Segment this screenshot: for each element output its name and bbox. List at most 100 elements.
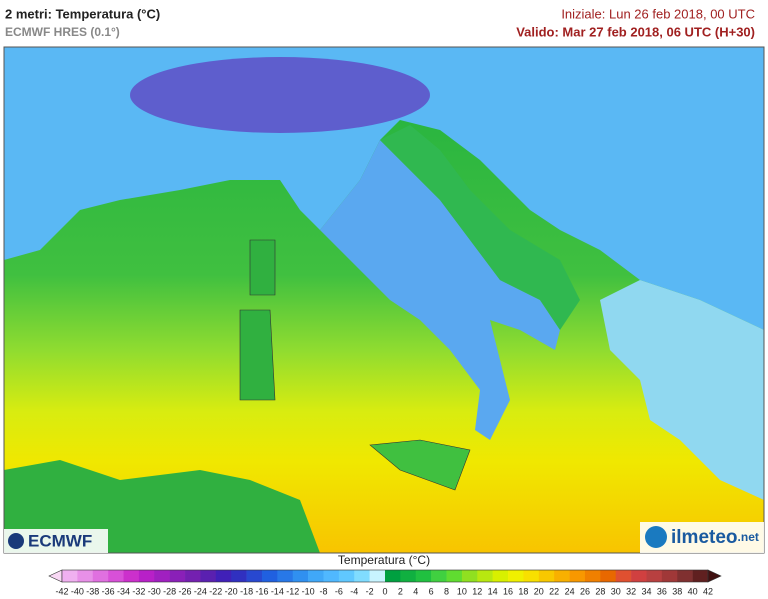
colorbar-tick-label: -6 xyxy=(335,586,343,596)
colorbar-tick-label: -16 xyxy=(255,586,268,596)
colorbar-tick-label: -26 xyxy=(179,586,192,596)
colorbar-tick-label: -30 xyxy=(148,586,161,596)
colorbar-tick-label: 30 xyxy=(611,586,621,596)
colorbar-tick-label: 0 xyxy=(382,586,387,596)
color-swatch xyxy=(338,570,355,582)
colorbar-tick-label: 22 xyxy=(549,586,559,596)
colorbar-tick-label: -14 xyxy=(271,586,284,596)
color-swatch xyxy=(138,570,155,582)
colorbar-tick-label: -28 xyxy=(163,586,176,596)
valid-time: Valido: Mar 27 feb 2018, 06 UTC (H+30) xyxy=(516,24,755,39)
color-swatch xyxy=(538,570,555,582)
alps xyxy=(130,57,430,133)
colorbar-tick-label: -42 xyxy=(55,586,68,596)
colorbar-tick-label: -36 xyxy=(102,586,115,596)
color-swatch xyxy=(92,570,109,582)
color-swatch xyxy=(169,570,186,582)
color-swatch xyxy=(584,570,601,582)
colorbar-tick-label: 4 xyxy=(413,586,418,596)
color-swatch xyxy=(492,570,509,582)
color-swatch xyxy=(477,570,493,582)
color-swatch xyxy=(631,570,647,582)
colorbar-tick-label: 14 xyxy=(488,586,498,596)
color-swatch xyxy=(661,570,678,582)
legend-title: Temperatura (°C) xyxy=(338,553,430,567)
sardinia xyxy=(239,309,276,401)
color-swatch xyxy=(508,570,524,582)
colorbar-tick-label: -34 xyxy=(117,586,130,596)
sicily xyxy=(369,439,471,491)
colorbar-tick-label: 34 xyxy=(641,586,651,596)
colorbar-tick-label: 10 xyxy=(457,586,467,596)
logo-suffix: .net xyxy=(738,530,759,544)
colorbar-tick-label: -18 xyxy=(240,586,253,596)
title: 2 metri: Temperatura (°C) xyxy=(5,6,160,21)
colorbar-tick-label: 16 xyxy=(503,586,513,596)
color-swatch xyxy=(123,570,140,582)
color-swatch xyxy=(77,570,94,582)
colorbar-over xyxy=(707,569,722,583)
colorbar-tick-label: -20 xyxy=(225,586,238,596)
color-swatch xyxy=(400,570,417,582)
color-swatch xyxy=(523,570,540,582)
color-swatch xyxy=(615,570,632,582)
color-swatch xyxy=(215,570,232,582)
color-swatch xyxy=(692,570,709,582)
map xyxy=(3,46,765,554)
colorbar-border xyxy=(61,569,709,583)
color-swatch xyxy=(431,570,447,582)
color-swatch xyxy=(185,570,201,582)
color-swatch xyxy=(354,570,370,582)
color-swatch xyxy=(569,570,586,582)
corsica xyxy=(249,239,276,296)
color-swatch xyxy=(385,570,401,582)
logo-text: ilmeteo.net xyxy=(671,527,759,548)
initial-time: Iniziale: Lun 26 feb 2018, 00 UTC xyxy=(561,6,755,21)
colorbar-tick-label: 38 xyxy=(672,586,682,596)
color-swatch xyxy=(415,570,432,582)
colorbar-tick-label: 36 xyxy=(657,586,667,596)
colorbar-tick-label: -10 xyxy=(302,586,315,596)
ecmwf-logo: ECMWF xyxy=(4,529,108,553)
logo-name: ilmeteo xyxy=(671,527,738,548)
colorbar-tick-label: -4 xyxy=(350,586,358,596)
colorbar-tick-label: -40 xyxy=(71,586,84,596)
logo-icon xyxy=(645,526,667,548)
logo-icon xyxy=(8,533,24,549)
colorbar-tick-label: 20 xyxy=(534,586,544,596)
colorbar-under xyxy=(48,569,63,583)
color-swatch xyxy=(461,570,478,582)
color-swatch xyxy=(62,570,78,582)
colorbar-tick-label: 28 xyxy=(595,586,605,596)
colorbar-tick-label: 6 xyxy=(429,586,434,596)
color-swatch xyxy=(231,570,247,582)
colorbar-tick-label: 42 xyxy=(703,586,713,596)
color-swatch xyxy=(277,570,294,582)
color-swatch xyxy=(446,570,463,582)
color-swatch xyxy=(308,570,324,582)
italy xyxy=(320,140,560,440)
color-swatch xyxy=(246,570,263,582)
colorbar-tick-label: 18 xyxy=(518,586,528,596)
colorbar-tick-label: 2 xyxy=(398,586,403,596)
colorbar-tick-label: -32 xyxy=(132,586,145,596)
colorbar-tick-label: 32 xyxy=(626,586,636,596)
colorbar-tick-label: 12 xyxy=(472,586,482,596)
color-swatch xyxy=(108,570,124,582)
colorbar-tick-label: -24 xyxy=(194,586,207,596)
logo-text: ECMWF xyxy=(28,531,92,550)
colorbar-tick-label: -38 xyxy=(86,586,99,596)
colorbar-tick-label: -12 xyxy=(286,586,299,596)
color-swatch xyxy=(646,570,663,582)
colorbar-tick-label: -8 xyxy=(319,586,327,596)
colorbar-tick-label: 8 xyxy=(444,586,449,596)
ilmeteo-logo: ilmeteo.net xyxy=(640,522,764,553)
color-swatch xyxy=(600,570,617,582)
color-swatch xyxy=(261,570,278,582)
model: ECMWF HRES (0.1°) xyxy=(5,25,120,39)
adriatic xyxy=(380,125,580,330)
color-swatch xyxy=(369,570,386,582)
color-swatch xyxy=(154,570,170,582)
greece xyxy=(600,280,764,500)
